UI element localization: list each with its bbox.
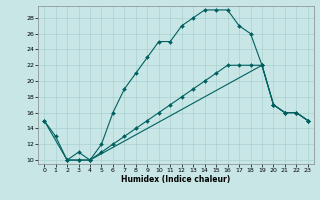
X-axis label: Humidex (Indice chaleur): Humidex (Indice chaleur) bbox=[121, 175, 231, 184]
